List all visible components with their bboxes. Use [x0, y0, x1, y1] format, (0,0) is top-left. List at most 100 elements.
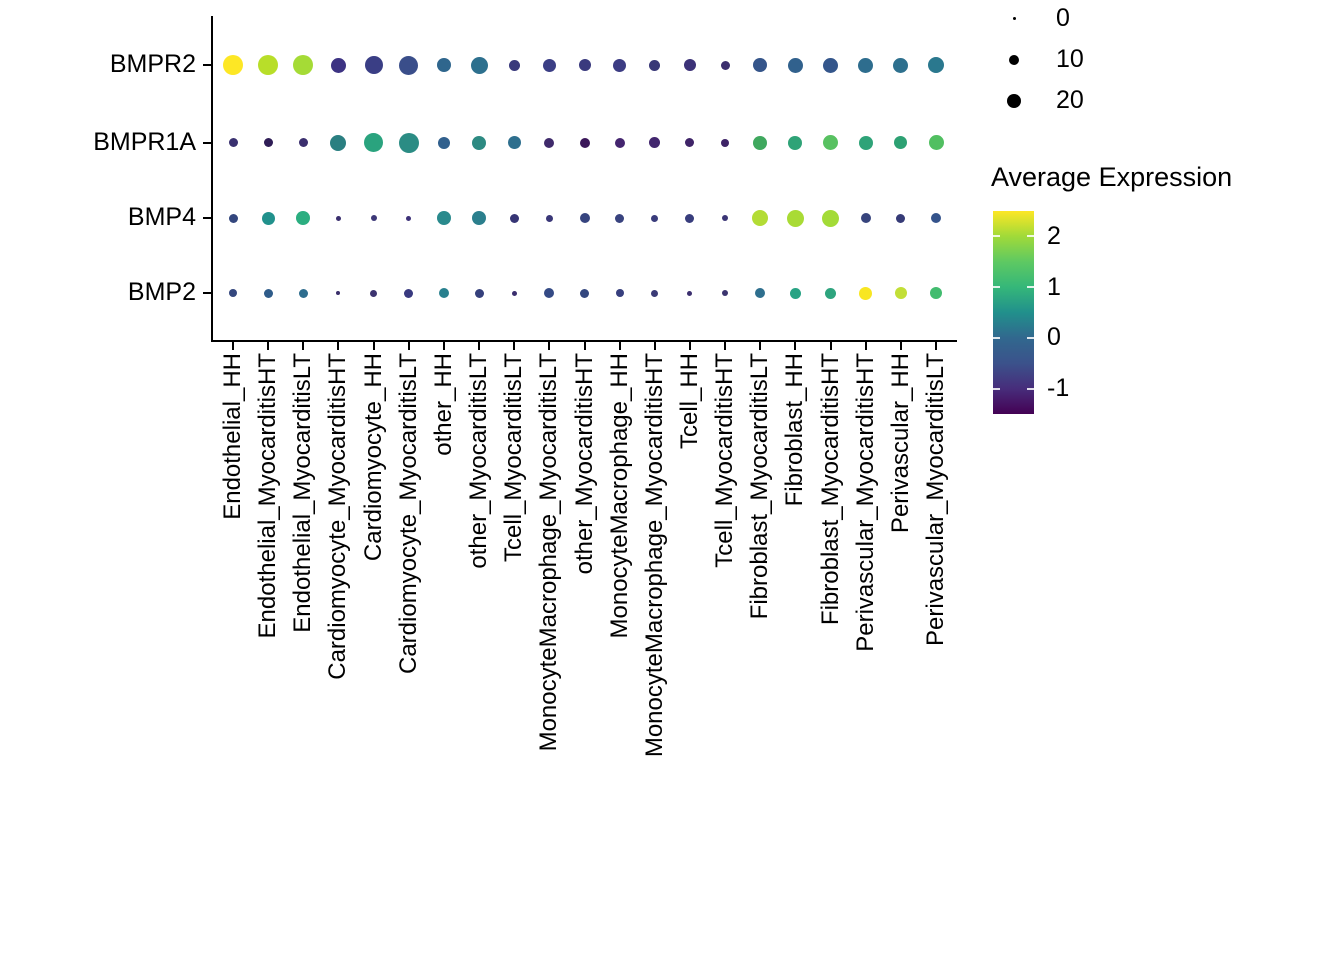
- size-legend-label: 0: [1056, 3, 1070, 32]
- dot-bmpr2-monocytemacrophage_myocarditisht: [649, 59, 661, 71]
- dot-bmp2-tcell_myocarditisht: [722, 290, 729, 296]
- x-tick: [442, 341, 445, 350]
- dot-bmpr2-fibroblast_myocarditisht: [823, 57, 839, 73]
- celltype-label: Perivascular_MyocarditisHT: [851, 353, 879, 652]
- y-axis: [211, 16, 213, 342]
- colorbar-tick: [1027, 336, 1034, 339]
- size-legend-label: 20: [1056, 86, 1084, 114]
- colorbar-tick: [1027, 387, 1034, 390]
- celltype-label: MonocyteMacrophage_MyocarditisLT: [535, 353, 563, 752]
- dot-bmpr1a-endothelial_myocarditisht: [263, 138, 273, 147]
- dot-bmpr2-cardiomyocyte_myocarditislt: [399, 55, 419, 75]
- dot-bmpr2-tcell_myocarditislt: [508, 59, 520, 71]
- dot-bmpr1a-tcell_hh: [685, 138, 695, 147]
- dot-bmp4-perivascular_hh: [896, 213, 906, 223]
- celltype-label: other_MyocarditisHT: [570, 353, 598, 575]
- y-tick: [203, 292, 212, 294]
- dot-bmp2-monocytemacrophage_myocarditisht: [651, 289, 659, 297]
- dot-bmpr1a-monocytemacrophage_myocarditislt: [544, 137, 555, 148]
- dot-bmp2-other_hh: [438, 288, 449, 298]
- dot-bmpr2-tcell_myocarditisht: [720, 60, 730, 70]
- dot-bmpr1a-other_myocarditislt: [472, 135, 487, 150]
- dot-bmpr2-fibroblast_myocarditislt: [753, 58, 768, 72]
- dot-bmpr2-monocytemacrophage_myocarditislt: [542, 58, 556, 72]
- x-tick: [829, 341, 832, 350]
- x-tick: [407, 341, 410, 350]
- dot-bmpr2-other_myocarditislt: [470, 56, 488, 74]
- dot-bmp4-monocytemacrophage_myocarditislt: [545, 214, 553, 222]
- colorbar: [993, 211, 1034, 414]
- x-tick: [583, 341, 586, 350]
- celltype-label: Fibroblast_MyocarditisLT: [746, 353, 774, 620]
- celltype-label: Endothelial_HH: [219, 353, 246, 520]
- dot-bmpr1a-fibroblast_hh: [788, 135, 803, 150]
- dot-bmpr1a-endothelial_myocarditislt: [298, 138, 308, 147]
- dot-bmp4-cardiomyocyte_hh: [370, 215, 377, 221]
- dot-bmp2-monocytemacrophage_hh: [615, 289, 624, 297]
- celltype-label: Cardiomyocyte_MyocarditisHT: [324, 353, 352, 680]
- celltype-label: other_MyocarditisLT: [465, 353, 493, 569]
- dot-bmpr1a-endothelial_hh: [228, 138, 238, 147]
- x-tick: [548, 341, 551, 350]
- celltype-label: Cardiomyocyte_HH: [359, 353, 387, 562]
- dot-bmp4-perivascular_myocarditisht: [860, 213, 871, 223]
- dot-bmp2-fibroblast_hh: [789, 287, 801, 299]
- dot-bmpr1a-perivascular_myocarditislt: [928, 135, 944, 150]
- dot-bmpr1a-other_hh: [437, 136, 450, 149]
- celltype-label: Fibroblast_MyocarditisHT: [816, 353, 844, 626]
- x-tick: [302, 341, 305, 350]
- dot-bmpr1a-fibroblast_myocarditislt: [753, 135, 768, 150]
- x-tick: [513, 341, 516, 350]
- x-tick: [618, 341, 621, 350]
- dot-bmp2-tcell_hh: [687, 290, 693, 296]
- colorbar-label: 2: [1047, 221, 1061, 250]
- dot-bmpr2-perivascular_hh: [893, 57, 909, 73]
- dot-bmpr2-cardiomyocyte_hh: [364, 56, 383, 74]
- dot-bmp4-other_myocarditisht: [579, 213, 590, 223]
- dot-bmpr1a-monocytemacrophage_hh: [614, 137, 625, 148]
- x-tick: [935, 341, 937, 350]
- dot-bmpr1a-other_myocarditisht: [579, 137, 590, 148]
- gene-label-bmp4: BMP4: [127, 203, 196, 231]
- dot-bmp4-tcell_myocarditislt: [509, 213, 519, 223]
- colorbar-tick: [1027, 235, 1034, 238]
- dot-bmpr1a-cardiomyocyte_myocarditislt: [398, 132, 419, 153]
- x-tick: [337, 341, 340, 350]
- celltype-label: Tcell_MyocarditisLT: [500, 353, 528, 562]
- colorbar-label: 1: [1047, 272, 1061, 301]
- dot-bmp4-perivascular_myocarditislt: [931, 213, 941, 223]
- size-legend-dot-0: [1012, 16, 1016, 20]
- dot-bmp4-fibroblast_hh: [786, 209, 804, 227]
- dot-bmpr2-endothelial_hh: [223, 55, 243, 75]
- dot-bmpr2-monocytemacrophage_hh: [613, 58, 627, 72]
- x-tick: [864, 341, 867, 350]
- size-legend-label: 10: [1056, 45, 1084, 73]
- dot-bmpr1a-fibroblast_myocarditisht: [823, 135, 839, 150]
- dot-bmp4-fibroblast_myocarditisht: [822, 209, 840, 227]
- x-tick: [478, 341, 481, 350]
- x-tick: [232, 341, 234, 350]
- y-tick: [203, 64, 212, 66]
- celltype-label: MonocyteMacrophage_MyocarditisHT: [640, 353, 668, 758]
- x-tick: [688, 341, 691, 350]
- dot-bmpr1a-tcell_myocarditisht: [721, 138, 730, 147]
- celltype-label: Endothelial_MyocarditisHT: [254, 353, 282, 639]
- dot-bmpr2-endothelial_myocarditislt: [293, 55, 314, 75]
- x-tick: [759, 341, 762, 350]
- dot-bmp4-monocytemacrophage_myocarditisht: [651, 214, 659, 222]
- dot-bmp2-perivascular_hh: [894, 287, 907, 299]
- celltype-label: Tcell_HH: [675, 353, 703, 450]
- dot-bmp4-endothelial_myocarditislt: [296, 211, 311, 225]
- colorbar-tick: [993, 235, 1000, 238]
- dot-bmpr1a-tcell_myocarditislt: [507, 136, 521, 149]
- dot-bmpr2-cardiomyocyte_myocarditisht: [330, 57, 346, 73]
- dot-bmp4-other_hh: [436, 211, 451, 225]
- dot-bmp4-cardiomyocyte_myocarditisht: [335, 215, 341, 221]
- dot-bmp2-cardiomyocyte_hh: [370, 289, 378, 297]
- celltype-label: Tcell_MyocarditisHT: [711, 353, 739, 568]
- dot-bmpr2-other_myocarditisht: [578, 59, 591, 71]
- gene-label-bmpr1a: BMPR1A: [93, 127, 196, 156]
- colorbar-tick: [1027, 286, 1034, 289]
- dot-bmp4-cardiomyocyte_myocarditislt: [406, 215, 412, 221]
- color-legend-title: Average Expression: [991, 162, 1233, 192]
